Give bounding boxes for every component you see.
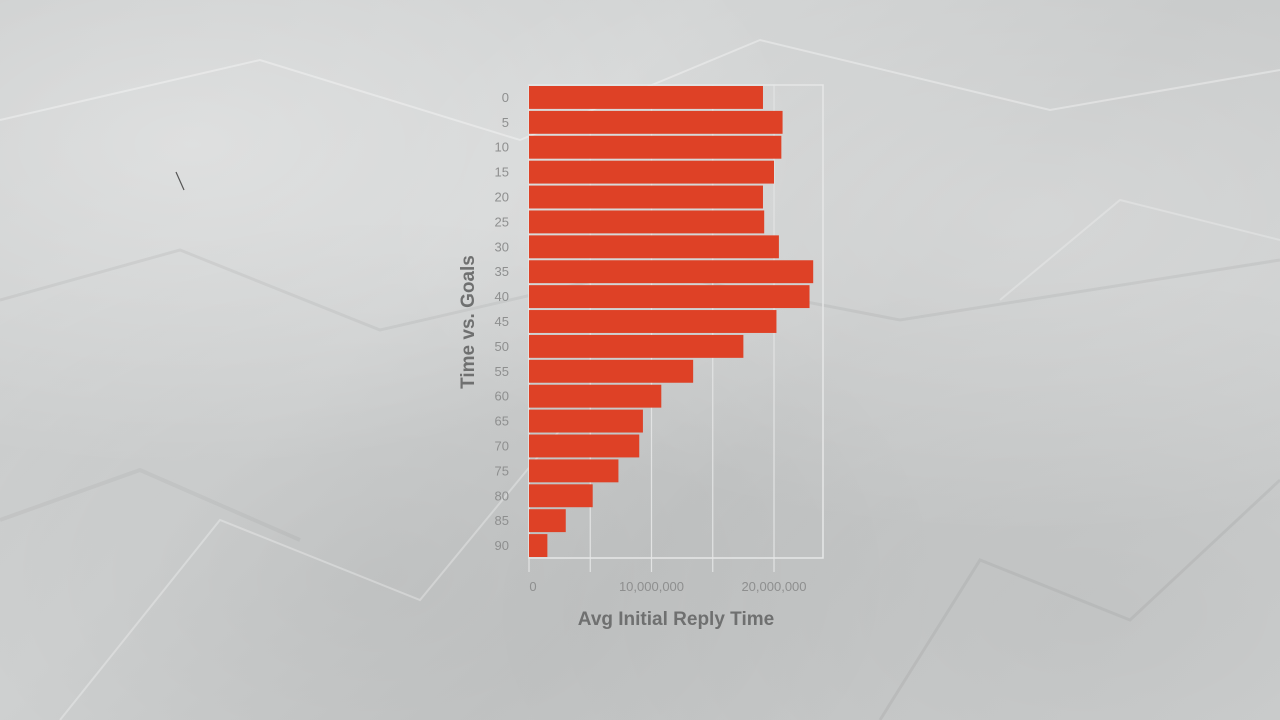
bar: [529, 434, 640, 458]
y-tick-label: 80: [495, 488, 509, 503]
bar: [529, 384, 662, 408]
bar: [529, 235, 779, 259]
bar: [529, 334, 744, 358]
y-tick-label: 35: [495, 264, 509, 279]
bar: [529, 359, 694, 383]
bar: [529, 110, 783, 134]
bar: [529, 534, 548, 558]
y-tick-label: 70: [495, 438, 509, 453]
y-tick-label: 90: [495, 538, 509, 553]
y-tick-label: 65: [495, 414, 509, 429]
bar: [529, 310, 777, 333]
y-tick-labels: 0 5 10 15 20 25 30 35 40 45 50 55 60 65 70 75 80 85 90: [495, 90, 509, 553]
bar: [529, 459, 619, 483]
x-axis-title: Avg Initial Reply Time: [578, 609, 774, 630]
y-tick-label: 50: [495, 339, 509, 354]
y-tick-label: 60: [495, 389, 509, 404]
bar: [529, 85, 763, 109]
y-tick-label: 20: [495, 190, 509, 205]
y-tick-label: 5: [502, 115, 509, 130]
x-tick-label: 10,000,000: [619, 579, 684, 594]
bar: [529, 285, 810, 309]
y-tick-label: 40: [495, 289, 509, 304]
bar: [529, 260, 814, 284]
y-axis-title: Time vs. Goals: [458, 255, 479, 389]
bar: [529, 135, 782, 159]
x-tick-labels: 0 10,000,000 20,000,000: [529, 579, 806, 594]
y-tick-label: 85: [495, 513, 509, 528]
bar: [529, 210, 765, 234]
bar: [529, 484, 593, 508]
x-tick-label: 0: [529, 579, 536, 594]
y-tick-label: 45: [495, 314, 509, 329]
y-tick-label: 75: [495, 463, 509, 478]
y-tick-label: 55: [495, 364, 509, 379]
y-tick-label: 10: [495, 140, 509, 155]
y-tick-label: 15: [495, 165, 509, 180]
x-tick-label: 20,000,000: [741, 579, 806, 594]
y-tick-label: 25: [495, 214, 509, 229]
bar: [529, 409, 643, 433]
bars: [529, 85, 814, 558]
bar: [529, 509, 566, 533]
bar: [529, 185, 763, 209]
y-tick-label: 30: [495, 239, 509, 254]
y-tick-label: 0: [502, 90, 509, 105]
bar: [529, 160, 774, 184]
